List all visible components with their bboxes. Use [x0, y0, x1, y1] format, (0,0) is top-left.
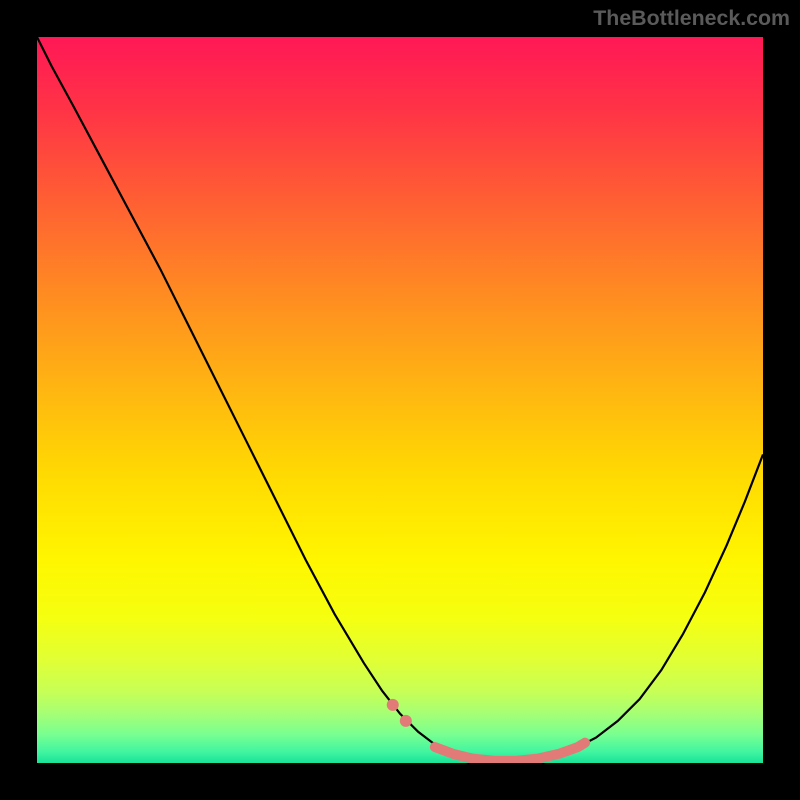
- valley-dot: [387, 699, 399, 711]
- plot-area: [37, 37, 763, 763]
- gradient-background: [37, 37, 763, 763]
- watermark-text: TheBottleneck.com: [593, 6, 790, 31]
- chart-svg: [37, 37, 763, 763]
- valley-dot: [400, 715, 412, 727]
- chart-frame: TheBottleneck.com: [0, 0, 800, 800]
